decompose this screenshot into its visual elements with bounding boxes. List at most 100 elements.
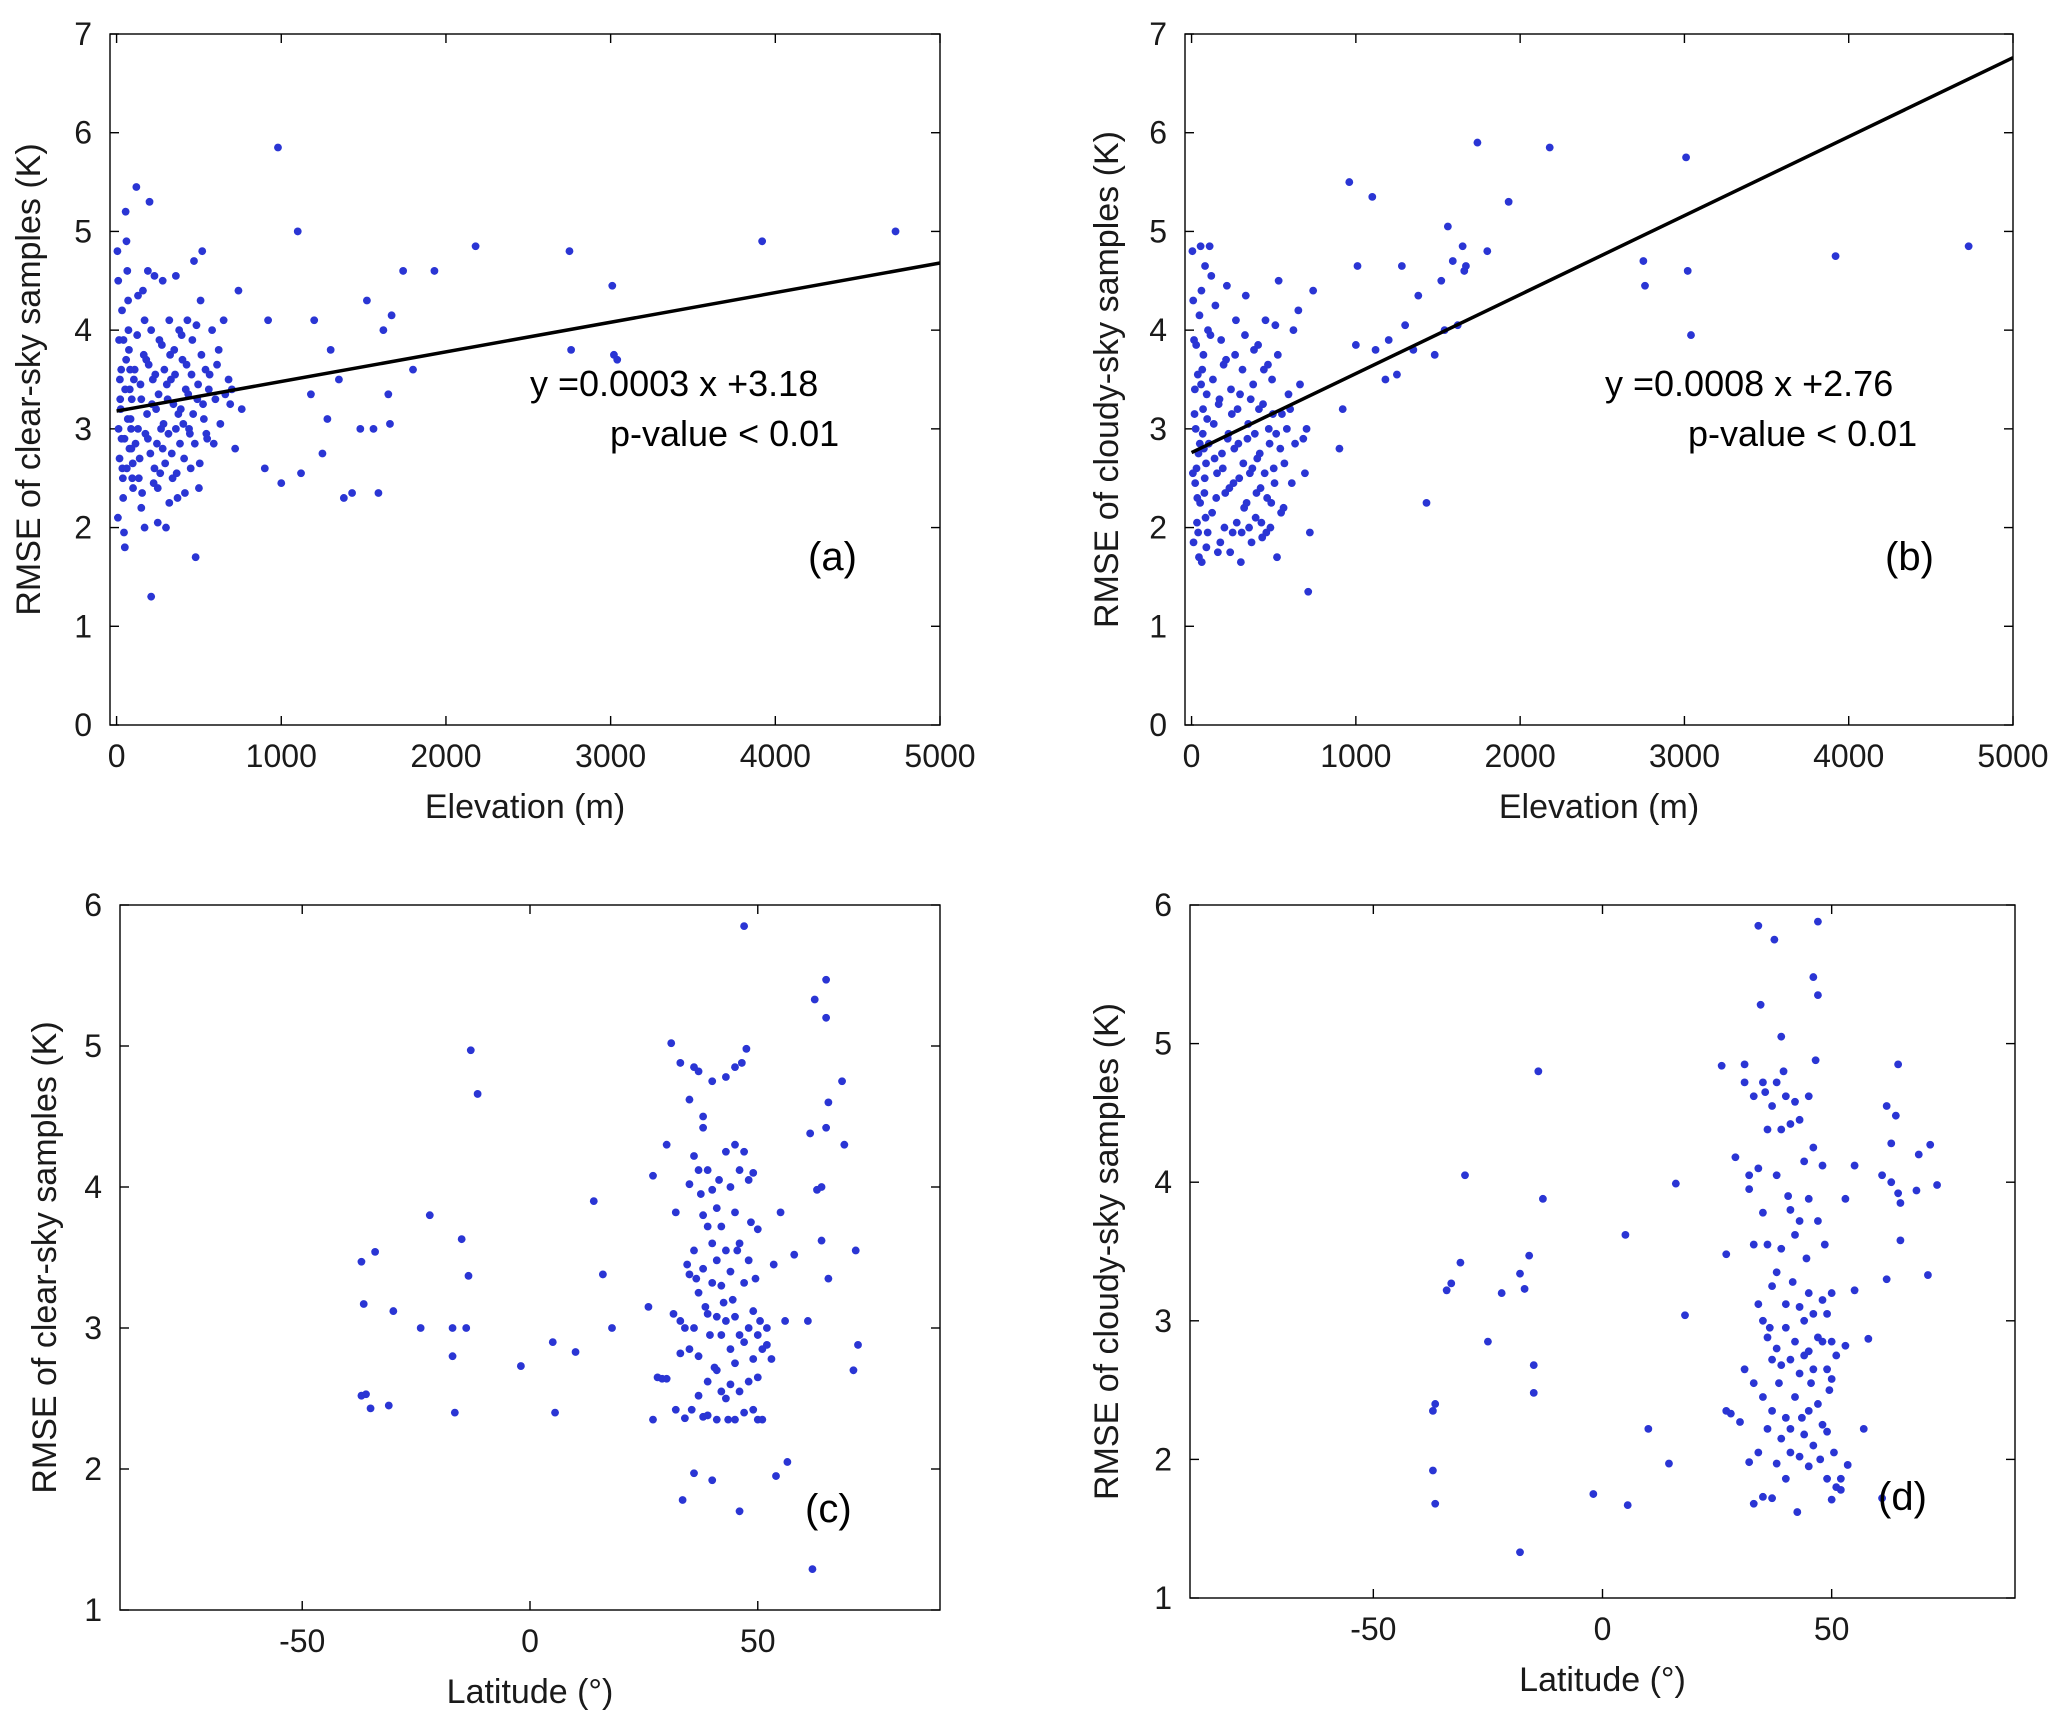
data-point — [1430, 350, 1439, 359]
data-point — [694, 1166, 703, 1174]
data-point — [165, 498, 174, 507]
data-point — [131, 439, 140, 448]
data-point — [202, 429, 211, 438]
data-point — [1754, 1300, 1763, 1309]
data-point — [143, 410, 151, 418]
panel-c-label: (c) — [805, 1487, 852, 1531]
data-point — [1233, 405, 1242, 414]
data-point — [1289, 326, 1298, 335]
data-point — [744, 1176, 753, 1184]
data-point — [1431, 1499, 1440, 1508]
data-point — [157, 341, 166, 349]
data-point — [854, 1341, 862, 1349]
x-tick-label: 1000 — [1320, 738, 1391, 774]
data-point — [277, 479, 286, 488]
data-point — [1777, 1125, 1786, 1134]
data-point — [187, 370, 196, 379]
data-point — [1484, 1337, 1492, 1346]
data-point — [357, 1257, 366, 1266]
x-tick-label: 2000 — [410, 738, 481, 774]
data-point — [756, 1317, 764, 1325]
data-point — [676, 1349, 685, 1358]
panel-c: -50 0 50 1 2 3 4 5 6 Latitude (°) RMSE of clear-… — [26, 887, 941, 1711]
data-point — [310, 316, 319, 325]
data-point — [726, 1183, 735, 1191]
data-point — [1401, 321, 1410, 330]
data-point — [1914, 1150, 1923, 1159]
data-point — [1818, 1161, 1827, 1170]
data-point — [1273, 350, 1282, 359]
data-point — [1193, 518, 1201, 527]
data-point — [1784, 1192, 1793, 1200]
data-point — [1843, 1461, 1852, 1469]
data-point — [1442, 1286, 1451, 1295]
data-point — [234, 286, 243, 295]
data-point — [1305, 528, 1314, 537]
data-point — [226, 400, 235, 409]
data-point — [1196, 498, 1205, 507]
data-point — [164, 429, 173, 438]
data-point — [1756, 1000, 1765, 1009]
data-point — [1777, 1244, 1786, 1253]
data-point — [1227, 410, 1236, 418]
data-point — [721, 1317, 730, 1325]
data-point — [471, 242, 480, 251]
data-point — [699, 1264, 708, 1273]
data-point — [114, 276, 123, 285]
data-point — [1473, 138, 1482, 147]
data-point — [1795, 1303, 1804, 1311]
y-tick-label: 2 — [1149, 510, 1167, 546]
data-point — [1273, 553, 1281, 562]
data-point — [694, 1067, 703, 1076]
data-point — [669, 1310, 678, 1318]
x-tick-label: -50 — [279, 1623, 325, 1659]
y-tick-label: 3 — [74, 411, 92, 447]
data-point — [165, 316, 174, 325]
data-point — [717, 1281, 726, 1290]
data-point — [810, 995, 819, 1004]
data-point — [1456, 1258, 1465, 1267]
data-point — [123, 267, 132, 275]
data-point — [1797, 1413, 1806, 1422]
data-point — [1768, 1406, 1776, 1415]
data-point — [1772, 1171, 1781, 1180]
data-point — [740, 1338, 749, 1346]
data-point — [162, 523, 170, 532]
x-tick-label: 5000 — [904, 738, 975, 774]
data-point — [1859, 1425, 1868, 1433]
y-tick-label: 6 — [84, 887, 102, 923]
data-point — [1214, 400, 1223, 409]
data-point — [399, 267, 408, 275]
data-point — [1786, 1206, 1795, 1214]
data-point — [1274, 276, 1283, 285]
data-point — [379, 326, 388, 335]
data-point — [735, 1166, 744, 1174]
y-tick-label: 1 — [84, 1592, 102, 1628]
data-point — [1896, 1199, 1905, 1207]
data-point — [1197, 558, 1206, 567]
data-point — [1232, 518, 1241, 527]
data-point — [387, 311, 396, 320]
data-point — [1213, 469, 1221, 478]
data-point — [425, 1211, 434, 1220]
data-point — [776, 1208, 785, 1217]
data-point — [362, 1390, 370, 1399]
data-point — [1639, 257, 1648, 265]
data-point — [1804, 1462, 1813, 1471]
data-point — [822, 1013, 831, 1022]
data-point — [141, 429, 150, 438]
panel-b-p-value: p-value < 0.01 — [1688, 413, 1917, 454]
data-point — [1211, 301, 1220, 310]
data-point — [1222, 281, 1231, 290]
data-point — [1190, 410, 1199, 418]
data-point — [685, 1345, 694, 1354]
data-point — [307, 390, 315, 399]
data-point — [690, 1246, 698, 1255]
data-point — [231, 444, 240, 453]
data-point — [1195, 311, 1204, 320]
data-point — [1238, 365, 1247, 374]
data-point — [712, 1256, 721, 1265]
data-point — [1209, 375, 1217, 384]
data-point — [1831, 252, 1840, 261]
data-point — [1804, 1406, 1813, 1415]
